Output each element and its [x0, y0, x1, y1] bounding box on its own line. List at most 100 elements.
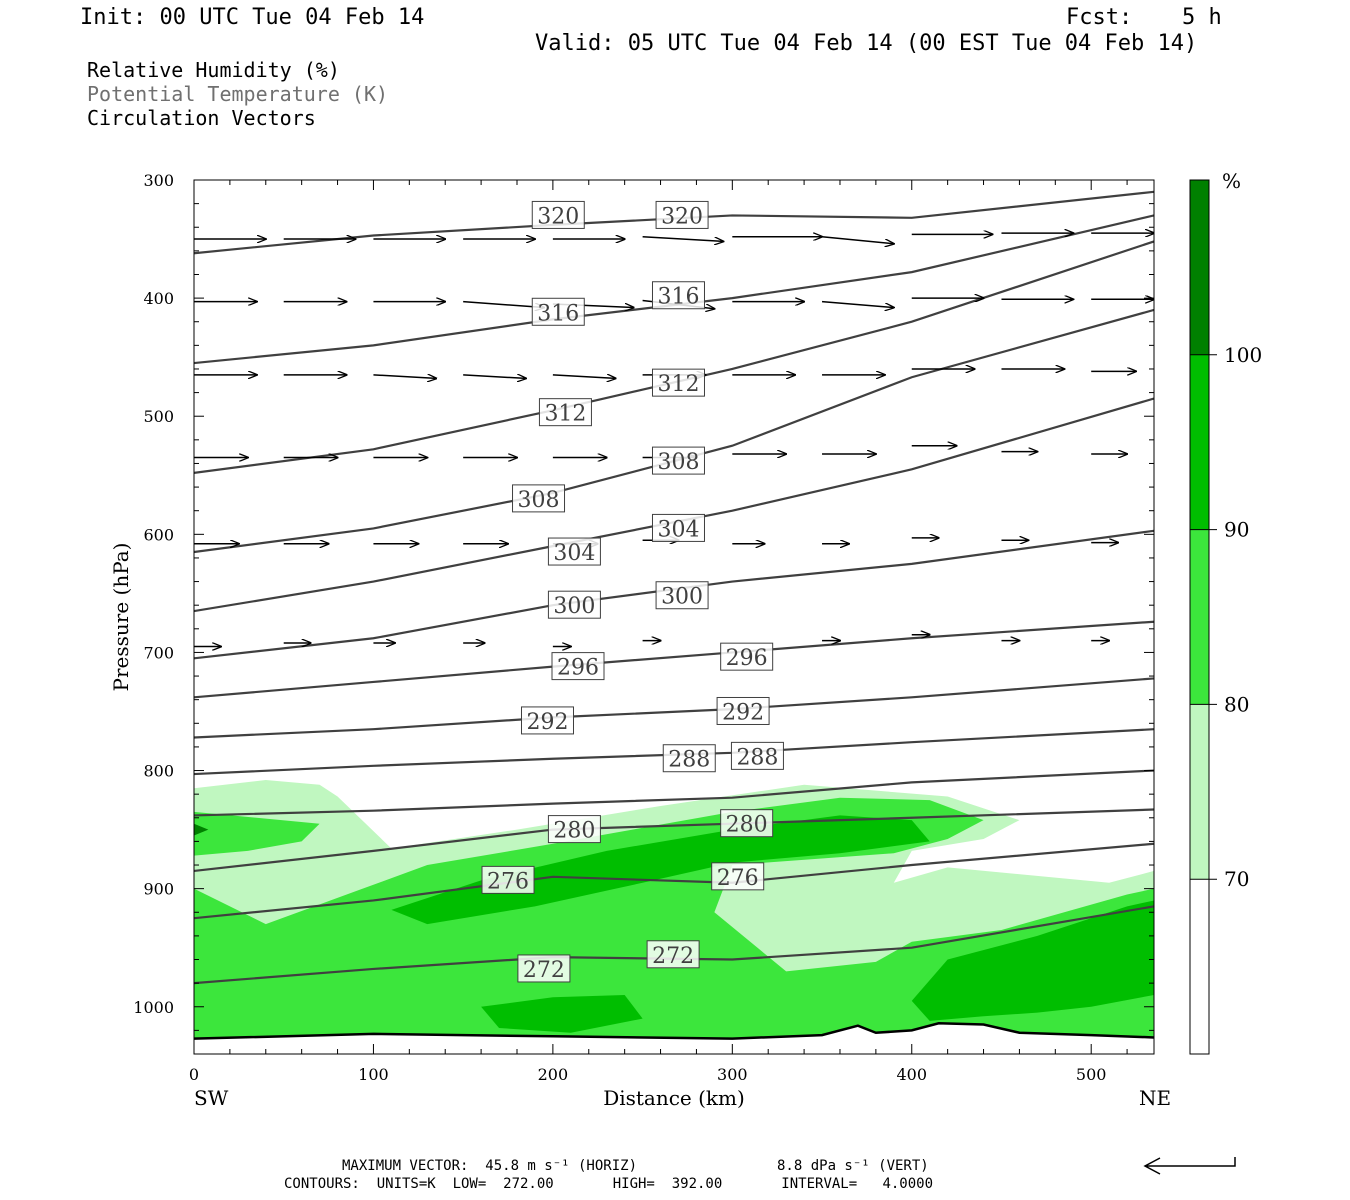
contour-label-280: 280 [547, 815, 601, 844]
contour-label-272: 272 [646, 940, 700, 969]
contour-label-box [520, 706, 574, 735]
x-tick-label: 300 [717, 1065, 748, 1084]
contour-label-276: 276 [481, 865, 535, 894]
rh-region-90 [391, 815, 930, 925]
contour-label-box [711, 862, 765, 891]
contour-label-text: 312 [544, 402, 586, 427]
contour-label-box [655, 581, 709, 610]
y-tick-label: 900 [143, 880, 174, 899]
wind-vector [821, 235, 894, 244]
contour-label-308: 308 [651, 446, 705, 475]
theta-contour-296 [194, 620, 1154, 699]
contour-label-308: 308 [512, 484, 566, 513]
theta-contour-304 [194, 397, 1154, 613]
contour-label-box [720, 642, 774, 671]
y-tick-label: 700 [143, 643, 174, 662]
wind-vector [463, 300, 544, 308]
wind-vector [373, 375, 436, 379]
contour-label-text: 272 [523, 958, 565, 983]
colorbar-unit: % [1222, 169, 1241, 193]
forecast-hour: 5 h [1182, 5, 1222, 30]
colorbar-frame [1189, 179, 1210, 1055]
contour-label-text: 272 [652, 944, 694, 969]
field-rh-title: Relative Humidity (%) [87, 58, 340, 82]
y-tick-label: 800 [143, 762, 174, 781]
x-tick-label: 0 [189, 1065, 199, 1084]
theta-contour-292 [194, 677, 1154, 739]
surface-terrain-line [194, 1022, 1154, 1040]
contour-label-296: 296 [720, 642, 774, 671]
max-vector-vert: 8.8 dPa s⁻¹ (VERT) [777, 1158, 929, 1174]
contour-label-box [655, 200, 709, 229]
theta-contour-284 [194, 769, 1154, 817]
contour-label-box [517, 954, 571, 983]
contour-label-text: 288 [736, 745, 778, 770]
colorbar-segment [1190, 879, 1209, 1054]
contour-label-text: 320 [661, 204, 703, 229]
contour-label-box [720, 809, 774, 838]
theta-contour-312 [194, 240, 1154, 474]
contour-label-300: 300 [655, 581, 709, 610]
contour-label-box [651, 281, 705, 310]
contour-label-box [531, 200, 585, 229]
contour-label-box [512, 484, 566, 513]
contour-label-312: 312 [538, 398, 592, 427]
rh-region-100 [194, 823, 209, 836]
contour-label-320: 320 [531, 200, 585, 229]
y-axis-title: Pressure (hPa) [109, 543, 133, 692]
y-tick-label: 1000 [133, 998, 174, 1017]
contour-label-320: 320 [655, 200, 709, 229]
contour-label-text: 292 [526, 710, 568, 735]
colorbar-label: 90 [1224, 518, 1249, 542]
contour-label-box [730, 741, 784, 770]
contour-label-box [716, 696, 770, 725]
theta-contour-316 [194, 214, 1154, 365]
colorbar-label: 70 [1224, 867, 1249, 891]
x-axis-title: Distance (km) [603, 1086, 745, 1110]
colorbar-segment [1190, 704, 1209, 880]
contour-label-text: 276 [487, 869, 529, 894]
field-vectors-title: Circulation Vectors [87, 106, 316, 130]
contour-label-text: 316 [537, 301, 579, 326]
contour-label-text: 280 [553, 819, 595, 844]
wind-vector [642, 235, 724, 242]
contour-label-box [547, 590, 601, 619]
contour-label-316: 316 [651, 281, 705, 310]
field-theta-title: Potential Temperature (K) [87, 82, 389, 106]
plot-frame [193, 179, 1155, 1055]
theta-contour-308 [194, 308, 1154, 554]
contour-label-text: 288 [668, 748, 710, 773]
rh-region-90 [911, 900, 1154, 1021]
contour-label-296: 296 [551, 652, 605, 681]
contour-label-box [551, 652, 605, 681]
contour-label-text: 300 [661, 585, 703, 610]
wind-vector [552, 375, 616, 379]
theta-contour-272 [194, 905, 1154, 985]
contour-label-text: 316 [657, 285, 699, 310]
contour-label-280: 280 [720, 809, 774, 838]
theta-contour-280 [194, 808, 1154, 873]
reference-vector-arrow-icon [1143, 1157, 1236, 1175]
contour-label-288: 288 [662, 744, 716, 773]
colorbar-segment [1190, 180, 1209, 355]
contour-label-288: 288 [730, 741, 784, 770]
contour-label-box [547, 815, 601, 844]
contour-label-text: 296 [726, 646, 768, 671]
contour-label-272: 272 [517, 954, 571, 983]
contour-label-304: 304 [547, 537, 601, 566]
contour-label-316: 316 [531, 297, 585, 326]
wind-vector [463, 375, 526, 379]
x-tick-label: 100 [358, 1065, 389, 1084]
y-tick-label: 500 [143, 407, 174, 426]
contour-label-text: 280 [726, 813, 768, 838]
colorbar-label: 100 [1224, 343, 1262, 367]
x-tick-label: 500 [1076, 1065, 1107, 1084]
x-axis-right-end-label: NE [1139, 1086, 1171, 1110]
contour-label-box [651, 446, 705, 475]
contour-label-text: 304 [657, 517, 699, 542]
contour-label-312: 312 [651, 368, 705, 397]
contour-label-292: 292 [520, 706, 574, 735]
forecast-label: Fcst: [1066, 5, 1133, 30]
y-tick-label: 300 [143, 171, 174, 190]
x-tick-label: 200 [538, 1065, 569, 1084]
